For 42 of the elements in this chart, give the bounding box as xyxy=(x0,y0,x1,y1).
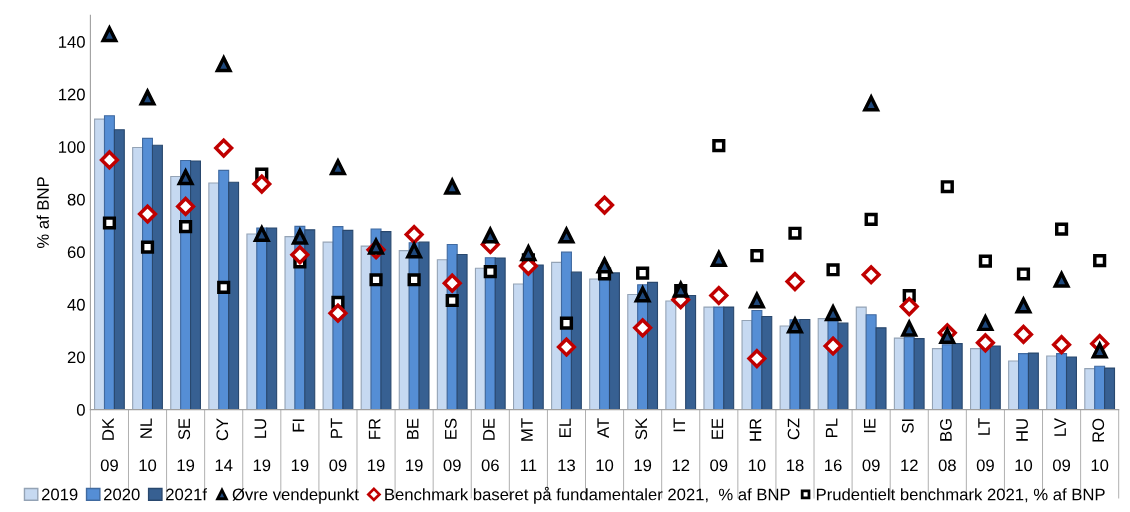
category-label: MT 11 xyxy=(521,418,537,472)
category-label: HR 10 xyxy=(748,418,766,472)
category-label: EE 09 xyxy=(710,418,728,472)
category-label: SI 12 xyxy=(901,419,918,472)
category-label: FR 19 xyxy=(368,418,385,472)
category-label: LT 09 xyxy=(976,418,994,472)
category-label: ES 09 xyxy=(443,418,461,472)
category-label: LV 09 xyxy=(1052,418,1071,472)
category-label: AT 10 xyxy=(596,418,614,472)
y-tick-label: 0 xyxy=(76,404,85,416)
y-tick-label: 80 xyxy=(67,193,85,206)
category-label: DK 09 xyxy=(100,418,118,472)
legend-label: Benchmark baseret på fundamentaler 2021, % af BNP xyxy=(385,486,790,504)
y-tick-label: 140 xyxy=(59,36,85,48)
y-tick-label: 120 xyxy=(59,88,85,101)
category-label: HU 10 xyxy=(1015,419,1033,472)
legend-label: 2021f xyxy=(166,488,208,501)
category-label: RO 10 xyxy=(1091,418,1109,472)
category-label: BG 08 xyxy=(938,419,956,472)
y-tick-label: 40 xyxy=(67,298,85,311)
category-label: CY 14 xyxy=(215,418,233,472)
legend-label: 2019 xyxy=(41,488,78,501)
category-label: LU 19 xyxy=(253,419,271,472)
category-label: DE 06 xyxy=(481,418,499,472)
category-label: PT 09 xyxy=(329,418,347,472)
y-tick-label: 60 xyxy=(67,246,85,259)
category-label: IT 12 xyxy=(672,418,690,472)
category-label: BE 19 xyxy=(406,418,423,472)
y-tick-label: 20 xyxy=(67,351,85,364)
category-label: PL 16 xyxy=(825,418,842,472)
legend-label: Prudentielt benchmark 2021, % af BNP xyxy=(816,488,1105,503)
category-label: NL 10 xyxy=(139,418,157,472)
category-label: SK 19 xyxy=(634,418,652,472)
category-label: FI 19 xyxy=(291,419,309,472)
y-tick-label: 100 xyxy=(59,141,85,153)
category-label: IE 09 xyxy=(862,418,880,472)
legend-label: 2020 xyxy=(104,488,140,501)
category-label: SE 19 xyxy=(177,418,195,472)
category-label: EL 13 xyxy=(558,418,575,472)
legend-label: Øvre vendepunkt xyxy=(232,488,359,504)
y-axis-title: % af BNP xyxy=(36,177,49,249)
category-label: CZ 18 xyxy=(786,418,804,472)
